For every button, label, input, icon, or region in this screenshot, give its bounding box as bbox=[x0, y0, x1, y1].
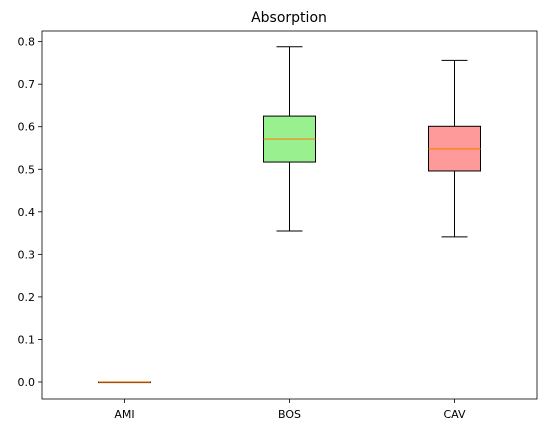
chart-title: Absorption bbox=[251, 10, 327, 26]
y-tick-label: 0.1 bbox=[18, 333, 36, 346]
x-tick-label: BOS bbox=[278, 408, 301, 421]
y-tick-label: 0.3 bbox=[18, 248, 36, 261]
x-tick-label: CAV bbox=[443, 408, 466, 421]
y-tick-label: 0.8 bbox=[18, 36, 36, 49]
y-tick-label: 0.5 bbox=[18, 163, 36, 176]
y-tick-label: 0.7 bbox=[18, 78, 36, 91]
y-tick-label: 0.4 bbox=[18, 206, 36, 219]
y-tick-label: 0.6 bbox=[18, 121, 36, 134]
y-tick-label: 0.2 bbox=[18, 291, 36, 304]
x-tick-label: AMI bbox=[114, 408, 134, 421]
plot-area: 0.0 0.1 0.2 0.3 0.4 0.5 0.6 0.7 0.8 AMI BOS CAV bbox=[18, 30, 538, 421]
y-tick-label: 0.0 bbox=[18, 376, 36, 389]
